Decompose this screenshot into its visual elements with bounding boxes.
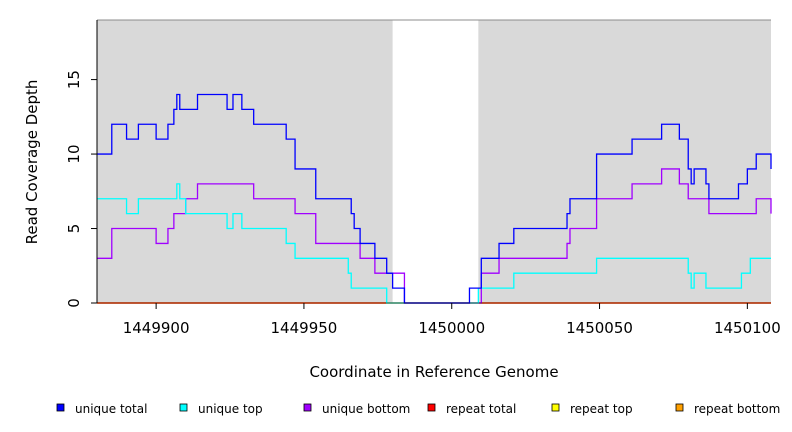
x-axis-title: Coordinate in Reference Genome <box>309 363 558 381</box>
legend-label-repeat-top: repeat top <box>570 402 633 416</box>
shaded-region-1 <box>97 20 393 303</box>
y-tick-label: 0 <box>65 298 83 308</box>
series-line-unique-top <box>97 183 771 304</box>
legend-swatch-repeat-top <box>551 403 560 412</box>
plot-background <box>97 20 771 303</box>
series-line-unique-total <box>97 93 772 304</box>
y-axis-title: Read Coverage Depth <box>23 80 41 245</box>
legend-swatch-unique-top <box>179 403 188 412</box>
legend-label-unique-bottom: unique bottom <box>322 402 410 416</box>
axes-layer: 1449900 1449950 1450000 1450050 1450100 0 5 10 1… <box>65 19 781 337</box>
legend-label-unique-total: unique total <box>75 402 147 416</box>
legend-swatch-unique-total <box>56 403 65 412</box>
legend: unique total unique top unique bottom repea… <box>56 402 780 416</box>
y-tick-label: 15 <box>65 70 83 89</box>
y-tick-label: 5 <box>65 224 83 234</box>
legend-label-repeat-total: repeat total <box>446 402 516 416</box>
x-tick-label: 1450100 <box>714 319 781 337</box>
legend-swatch-repeat-total <box>427 403 436 412</box>
x-tick-label: 1449900 <box>123 319 190 337</box>
legend-swatch-repeat-bottom <box>675 403 684 412</box>
x-tick-label: 1450050 <box>566 319 633 337</box>
x-tick-label: 1449950 <box>271 319 338 337</box>
x-tick-label: 1450000 <box>418 319 485 337</box>
legend-label-repeat-bottom: repeat bottom <box>694 402 780 416</box>
legend-label-unique-top: unique top <box>198 402 263 416</box>
legend-swatch-unique-bottom <box>303 403 312 412</box>
y-tick-label: 10 <box>65 145 83 164</box>
shaded-region-2 <box>478 20 771 303</box>
